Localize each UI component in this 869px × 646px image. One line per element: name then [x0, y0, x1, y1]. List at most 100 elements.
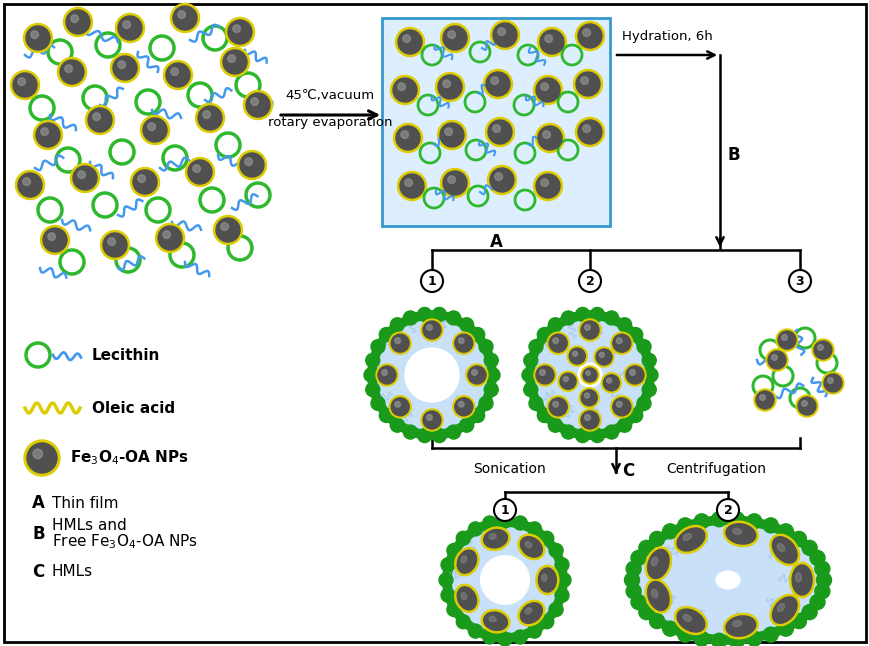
Circle shape	[557, 371, 577, 391]
Circle shape	[577, 120, 601, 144]
Circle shape	[493, 23, 516, 47]
Circle shape	[539, 531, 553, 545]
Circle shape	[513, 630, 527, 644]
Circle shape	[826, 378, 833, 383]
Circle shape	[466, 364, 488, 386]
Circle shape	[222, 50, 247, 74]
Circle shape	[487, 165, 516, 194]
Circle shape	[523, 353, 537, 368]
Circle shape	[521, 368, 535, 382]
Circle shape	[821, 372, 843, 394]
Circle shape	[728, 633, 744, 646]
Circle shape	[417, 428, 431, 443]
Text: 2: 2	[723, 503, 732, 517]
Ellipse shape	[673, 607, 706, 634]
Circle shape	[163, 61, 192, 90]
Circle shape	[170, 68, 178, 76]
Circle shape	[185, 158, 215, 187]
Circle shape	[497, 28, 505, 36]
Circle shape	[577, 363, 601, 387]
Circle shape	[30, 31, 38, 39]
Circle shape	[693, 514, 708, 529]
Circle shape	[482, 630, 496, 644]
Circle shape	[562, 377, 567, 382]
Circle shape	[447, 543, 461, 557]
Circle shape	[533, 171, 562, 200]
Circle shape	[762, 518, 778, 533]
Circle shape	[579, 409, 600, 431]
Circle shape	[765, 349, 787, 371]
Circle shape	[441, 589, 454, 602]
Circle shape	[244, 158, 252, 165]
Ellipse shape	[647, 550, 668, 579]
Circle shape	[246, 93, 269, 117]
Circle shape	[395, 126, 420, 150]
Circle shape	[797, 397, 815, 415]
Text: A: A	[32, 494, 45, 512]
Circle shape	[103, 233, 127, 257]
Circle shape	[395, 28, 424, 56]
Circle shape	[547, 418, 561, 432]
Circle shape	[572, 351, 577, 357]
Circle shape	[575, 72, 600, 96]
Circle shape	[370, 340, 385, 353]
Text: Free Fe$_3$O$_4$-OA NPs: Free Fe$_3$O$_4$-OA NPs	[52, 533, 198, 551]
Ellipse shape	[723, 521, 758, 547]
Circle shape	[23, 23, 52, 52]
Circle shape	[626, 561, 640, 576]
Circle shape	[529, 315, 649, 435]
Circle shape	[488, 120, 512, 144]
Text: B: B	[727, 146, 740, 164]
Text: 1: 1	[428, 275, 436, 287]
Text: Hydration, 6h: Hydration, 6h	[621, 30, 712, 43]
Ellipse shape	[732, 528, 740, 534]
Circle shape	[541, 83, 547, 90]
Ellipse shape	[676, 609, 704, 632]
Circle shape	[746, 631, 761, 646]
Circle shape	[767, 351, 785, 369]
Circle shape	[548, 603, 562, 616]
Text: Sonication: Sonication	[473, 462, 546, 476]
Circle shape	[372, 315, 492, 435]
Circle shape	[561, 311, 574, 325]
Circle shape	[811, 339, 833, 361]
Circle shape	[544, 35, 552, 43]
Circle shape	[590, 428, 604, 443]
Circle shape	[814, 561, 829, 576]
Circle shape	[489, 168, 514, 192]
Ellipse shape	[647, 581, 668, 610]
Circle shape	[552, 338, 558, 344]
Circle shape	[580, 77, 587, 85]
Circle shape	[228, 20, 252, 44]
Circle shape	[623, 364, 646, 386]
Text: C: C	[621, 462, 634, 480]
Text: A: A	[489, 233, 502, 251]
Circle shape	[13, 73, 37, 97]
Text: HMLs and: HMLs and	[52, 517, 127, 532]
Ellipse shape	[454, 548, 479, 576]
Circle shape	[762, 627, 778, 642]
Circle shape	[365, 382, 380, 397]
Circle shape	[156, 224, 184, 253]
Circle shape	[584, 393, 589, 398]
Circle shape	[23, 178, 30, 185]
Circle shape	[379, 328, 393, 342]
Circle shape	[617, 318, 631, 332]
Circle shape	[455, 531, 470, 545]
Circle shape	[448, 176, 455, 183]
Circle shape	[484, 353, 498, 368]
Circle shape	[405, 348, 459, 402]
Circle shape	[426, 324, 432, 330]
Circle shape	[437, 75, 461, 99]
Circle shape	[454, 398, 472, 416]
Circle shape	[198, 106, 222, 130]
Ellipse shape	[715, 571, 739, 589]
Circle shape	[548, 543, 562, 557]
Ellipse shape	[769, 534, 799, 565]
Circle shape	[221, 223, 229, 231]
Circle shape	[612, 334, 630, 352]
Circle shape	[537, 126, 561, 150]
Circle shape	[616, 401, 621, 407]
Circle shape	[363, 368, 377, 382]
Circle shape	[728, 512, 744, 526]
